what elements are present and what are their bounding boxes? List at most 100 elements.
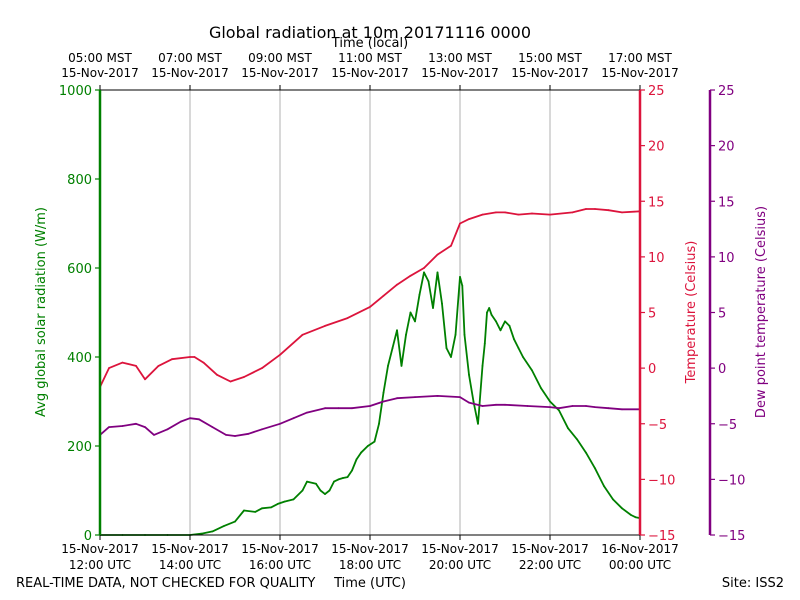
series-point-left <box>254 511 257 513</box>
series-point-right2 <box>166 428 169 431</box>
series-point-right2 <box>414 396 416 398</box>
series-point-right2 <box>549 406 551 408</box>
series-point-left <box>346 476 349 478</box>
series-point-left <box>459 276 461 278</box>
series-point-right <box>261 367 263 369</box>
bottom-axis-ticks: 15-Nov-2017 12:00 UTC 15-Nov-2017 14:00 UTC… <box>61 535 679 572</box>
right-axis-label: Temperature (Celsius) <box>684 241 699 385</box>
series-point-right2 <box>594 406 596 408</box>
right2-axis-tick-label: 5 <box>718 307 726 322</box>
series-point-right2 <box>369 405 371 407</box>
grid-lines <box>189 90 551 535</box>
series-point-right2 <box>247 432 250 435</box>
series-point-right <box>409 274 412 277</box>
series-point-left <box>567 427 569 430</box>
top-tick-label: 09:00 MST <box>248 51 312 65</box>
series-point-left <box>450 356 452 358</box>
series-point-left <box>243 509 245 512</box>
series-point-right <box>517 213 520 216</box>
series-point-left <box>270 506 272 509</box>
series-point-right2 <box>396 397 398 400</box>
right-axis-tick-label: −5 <box>648 418 667 433</box>
series-point-right2 <box>306 411 308 414</box>
top-tick-label: 15-Nov-2017 <box>241 66 319 80</box>
series-point-right <box>324 325 326 327</box>
series-point-right <box>504 211 506 214</box>
bottom-tick-label: 22:00 UTC <box>519 558 581 572</box>
series-point-left <box>423 271 425 274</box>
series-point-right2 <box>337 407 340 410</box>
series-point-left <box>499 329 502 332</box>
left-axis-tick-label: 200 <box>67 440 92 455</box>
series-point-right2 <box>382 400 385 403</box>
series-point-left <box>409 311 412 314</box>
series-point-right2 <box>571 405 574 407</box>
series-point-left <box>234 520 236 523</box>
series-point-right <box>121 361 124 364</box>
series-point-right <box>193 356 196 358</box>
series-point-left <box>414 320 416 323</box>
series-point-right <box>216 373 218 376</box>
right-axis-ticks: −15 −10 −5 0 5 10 15 20 25 <box>640 84 675 544</box>
series-point-right2 <box>211 426 214 428</box>
right-axis-tick-label: −15 <box>648 529 675 544</box>
series-point-left <box>400 365 403 367</box>
series-point-left <box>558 409 560 412</box>
series-point-left <box>387 365 389 367</box>
series-point-left <box>324 493 326 495</box>
series-point-left <box>468 373 470 376</box>
series-point-left <box>441 302 443 305</box>
series-point-left <box>355 458 358 461</box>
series-point-left <box>337 478 340 481</box>
right2-axis-tick-label: 25 <box>718 84 735 99</box>
series-point-left <box>432 307 434 309</box>
series-point-right2 <box>234 435 236 437</box>
series-point-left <box>522 356 524 358</box>
series-point-right <box>607 209 610 212</box>
series-point-right2 <box>292 417 295 420</box>
bottom-tick-label: 00:00 UTC <box>609 558 671 572</box>
series-point-left <box>373 440 376 443</box>
series-point-left <box>283 500 286 503</box>
series-point-left <box>261 507 263 510</box>
series-point-left <box>585 451 587 454</box>
series-point-left <box>445 347 448 349</box>
right2-axis-tick-label: 10 <box>718 251 735 266</box>
series-point-left <box>306 480 308 483</box>
series-point-right <box>229 380 232 383</box>
series-point-right <box>450 244 452 247</box>
right2-axis-tick-label: −5 <box>718 418 737 433</box>
series-point-right <box>243 376 245 378</box>
series-point-left <box>634 516 637 519</box>
top-tick-label: 15-Nov-2017 <box>151 66 229 80</box>
series-point-left <box>222 525 225 527</box>
right-axis-tick-label: 20 <box>648 140 665 155</box>
series-point-right <box>585 208 587 210</box>
series-point-right <box>531 212 533 215</box>
series-point-left <box>504 320 506 323</box>
series-point-right <box>571 211 574 214</box>
bottom-tick-label: 15-Nov-2017 <box>331 542 409 556</box>
right-axis-tick-label: −10 <box>648 473 675 488</box>
series-point-left <box>418 293 421 296</box>
series-point-left <box>472 400 475 403</box>
series-point-left <box>315 482 317 485</box>
series-point-right2 <box>351 407 353 410</box>
bottom-tick-label: 15-Nov-2017 <box>241 542 319 556</box>
top-tick-label: 11:00 MST <box>338 51 402 65</box>
series-point-right <box>189 356 191 358</box>
series-point-right2 <box>144 426 146 428</box>
series-point-left <box>481 365 484 367</box>
bottom-tick-label: 12:00 UTC <box>69 558 131 572</box>
series-point-left <box>576 438 578 441</box>
series-point-left <box>342 477 344 479</box>
bottom-tick-label: 15-Nov-2017 <box>61 542 139 556</box>
series-point-left <box>366 445 369 447</box>
series-point-left <box>486 311 488 314</box>
series-point-left <box>427 280 430 283</box>
series-point-right <box>621 211 623 214</box>
bottom-tick-label: 16:00 UTC <box>249 558 311 572</box>
x-axis-label-top: Time (local) <box>331 36 408 51</box>
series-point-right2 <box>495 403 497 406</box>
